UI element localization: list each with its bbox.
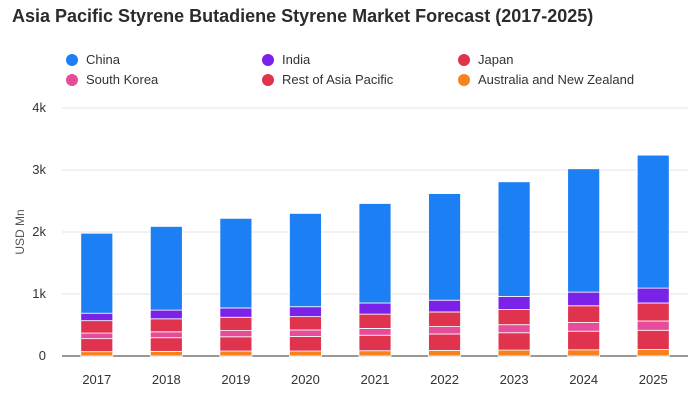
y-axis-ticks: 0 1k 2k 3k 4k <box>32 100 46 363</box>
bar-segment-rest-of-asia-pacific-2019[interactable] <box>219 336 253 352</box>
y-tick-label: 1k <box>32 286 46 301</box>
bar-segment-australia-and-new-zealand-2018[interactable] <box>149 350 183 357</box>
legend-label-japan: Japan <box>478 52 514 67</box>
legend-item-india[interactable]: India <box>262 52 310 67</box>
bar-segment-india-2021[interactable] <box>358 302 392 315</box>
legend-swatch-india <box>262 53 274 66</box>
bar-segment-australia-and-new-zealand-2017[interactable] <box>80 351 114 357</box>
bar-segment-india-2020[interactable] <box>289 306 322 318</box>
bar-segment-south-korea-2022[interactable] <box>428 326 461 335</box>
legend-swatch-japan <box>458 53 470 66</box>
bar-segment-australia-and-new-zealand-2022[interactable] <box>428 350 461 357</box>
legend-item-rest-of-asia-pacific[interactable]: Rest of Asia Pacific <box>262 72 393 87</box>
bar-segment-rest-of-asia-pacific-2020[interactable] <box>289 336 322 352</box>
bar-segment-china-2023[interactable] <box>497 181 531 297</box>
chart-legend: China India Japan South Korea Rest of As… <box>66 52 686 92</box>
bar-segment-rest-of-asia-pacific-2024[interactable] <box>567 330 601 351</box>
bar-segment-india-2023[interactable] <box>497 296 531 310</box>
x-tick-label: 2017 <box>82 372 111 387</box>
bar-segment-japan-2022[interactable] <box>428 311 461 327</box>
bar-segment-south-korea-2025[interactable] <box>636 320 670 331</box>
bar-segment-south-korea-2021[interactable] <box>358 328 392 336</box>
legend-swatch-china <box>66 53 78 66</box>
bar-segment-south-korea-2017[interactable] <box>80 332 114 340</box>
bar-segment-rest-of-asia-pacific-2023[interactable] <box>497 332 531 351</box>
bar-segment-australia-and-new-zealand-2025[interactable] <box>636 349 670 357</box>
x-tick-label: 2021 <box>361 372 390 387</box>
y-axis-label: USD Mn <box>13 209 27 254</box>
bar-segment-rest-of-asia-pacific-2018[interactable] <box>149 337 183 352</box>
legend-swatch-south-korea <box>66 73 78 86</box>
x-tick-label: 2025 <box>639 372 668 387</box>
legend-label-rest-of-asia-pacific: Rest of Asia Pacific <box>282 72 394 87</box>
legend-item-china[interactable]: China <box>66 52 120 67</box>
y-tick-label: 3k <box>32 162 46 177</box>
legend-item-south-korea[interactable]: South Korea <box>66 72 158 87</box>
bar-segment-japan-2021[interactable] <box>358 313 392 329</box>
bar-segment-india-2024[interactable] <box>567 291 601 307</box>
legend-label-australia-new-zealand: Australia and New Zealand <box>478 72 635 87</box>
bar-segment-china-2020[interactable] <box>289 212 322 308</box>
x-axis-ticks: 2017 2018 2019 2020 2021 2022 2023 2024 2025 <box>82 372 667 387</box>
legend-item-australia-new-zealand[interactable]: Australia and New Zealand <box>458 72 634 87</box>
bar-segment-india-2018[interactable] <box>149 309 183 320</box>
bar-segment-china-2025[interactable] <box>636 154 670 289</box>
bar-segment-south-korea-2019[interactable] <box>219 330 253 338</box>
bar-segment-japan-2020[interactable] <box>289 316 322 331</box>
bar-segment-india-2019[interactable] <box>219 307 253 318</box>
bar-segment-china-2022[interactable] <box>428 193 461 301</box>
bar-segment-india-2025[interactable] <box>636 287 670 304</box>
bar-segment-rest-of-asia-pacific-2021[interactable] <box>358 334 392 352</box>
bar-stacks <box>80 154 670 357</box>
bar-segment-japan-2024[interactable] <box>567 305 601 323</box>
bar-segment-china-2018[interactable] <box>149 226 183 311</box>
bar-segment-australia-and-new-zealand-2019[interactable] <box>219 350 253 357</box>
bar-segment-india-2017[interactable] <box>80 312 114 322</box>
bar-segment-australia-and-new-zealand-2023[interactable] <box>497 349 531 357</box>
bar-segment-china-2017[interactable] <box>80 232 114 314</box>
bar-segment-australia-and-new-zealand-2021[interactable] <box>358 350 392 357</box>
bar-segment-south-korea-2023[interactable] <box>497 324 531 334</box>
bar-segment-australia-and-new-zealand-2020[interactable] <box>289 350 322 357</box>
x-tick-label: 2020 <box>291 372 320 387</box>
bar-segment-japan-2025[interactable] <box>636 302 670 322</box>
legend-swatch-rest-of-asia-pacific <box>262 73 274 86</box>
x-tick-label: 2023 <box>500 372 529 387</box>
bar-segment-china-2019[interactable] <box>219 217 253 309</box>
y-tick-label: 4k <box>32 100 46 115</box>
bar-segment-india-2022[interactable] <box>428 299 461 313</box>
chart-title: Asia Pacific Styrene Butadiene Styrene M… <box>12 6 594 26</box>
bar-segment-south-korea-2020[interactable] <box>289 329 322 337</box>
y-tick-label: 2k <box>32 224 46 239</box>
x-tick-label: 2018 <box>152 372 181 387</box>
bar-segment-japan-2019[interactable] <box>219 316 253 331</box>
y-tick-label: 0 <box>39 348 46 363</box>
legend-label-china: China <box>86 52 120 67</box>
bar-segment-japan-2017[interactable] <box>80 320 114 334</box>
legend-label-south-korea: South Korea <box>86 72 159 87</box>
bar-segment-rest-of-asia-pacific-2017[interactable] <box>80 338 114 353</box>
legend-swatch-australia-new-zealand <box>458 73 470 86</box>
x-tick-label: 2019 <box>221 372 250 387</box>
bar-segment-japan-2018[interactable] <box>149 318 183 333</box>
bar-segment-rest-of-asia-pacific-2022[interactable] <box>428 333 461 351</box>
bar-segment-china-2024[interactable] <box>567 168 601 293</box>
bar-segment-rest-of-asia-pacific-2025[interactable] <box>636 329 670 350</box>
legend-label-india: India <box>282 52 311 67</box>
x-tick-label: 2022 <box>430 372 459 387</box>
x-tick-label: 2024 <box>569 372 598 387</box>
bar-segment-south-korea-2018[interactable] <box>149 331 183 339</box>
bar-segment-australia-and-new-zealand-2024[interactable] <box>567 349 601 357</box>
bar-segment-south-korea-2024[interactable] <box>567 322 601 332</box>
legend-item-japan[interactable]: Japan <box>458 52 513 67</box>
bar-segment-china-2021[interactable] <box>358 203 392 304</box>
bar-segment-japan-2023[interactable] <box>497 309 531 326</box>
